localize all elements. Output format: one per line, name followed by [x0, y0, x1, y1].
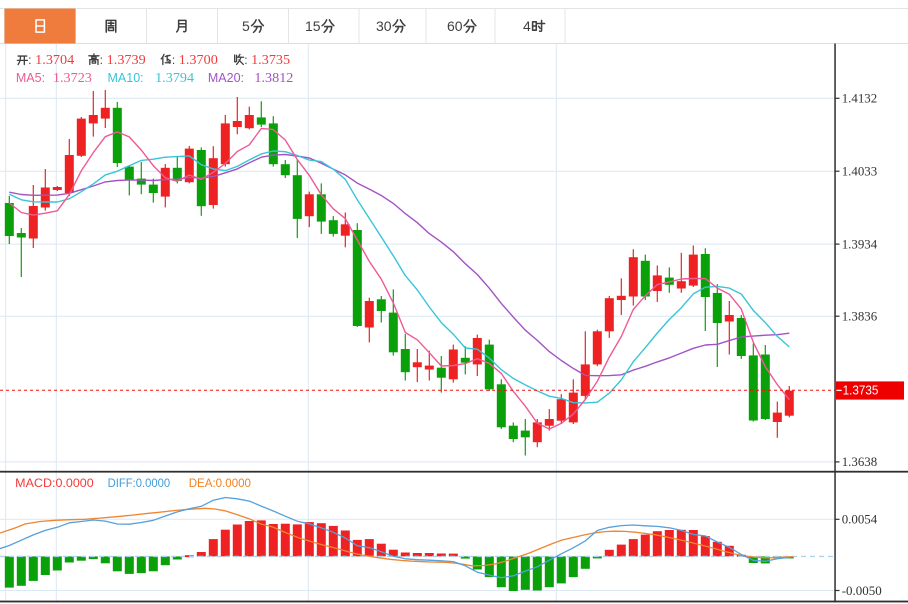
svg-text:0.0054: 0.0054 [842, 512, 878, 527]
svg-text:1.3700: 1.3700 [179, 52, 218, 67]
svg-text:30: 30 [376, 18, 392, 34]
svg-text:MA5:: MA5: [16, 71, 45, 85]
svg-text:1.3739: 1.3739 [107, 52, 146, 67]
svg-text:1.3723: 1.3723 [53, 70, 92, 85]
svg-text:15: 15 [305, 18, 321, 34]
svg-text:1.3735: 1.3735 [251, 52, 290, 67]
svg-text::: : [172, 53, 175, 67]
svg-text:1.3638: 1.3638 [842, 454, 878, 469]
svg-text:1.3735: 1.3735 [843, 383, 879, 397]
svg-text:1.3836: 1.3836 [842, 309, 878, 324]
svg-text:5: 5 [242, 18, 250, 34]
svg-text:DIFF:0.0000: DIFF:0.0000 [108, 476, 171, 490]
svg-text:4: 4 [523, 18, 531, 34]
svg-text:1.4132: 1.4132 [842, 91, 878, 106]
svg-text:1.3812: 1.3812 [254, 70, 293, 85]
svg-text:MACD:0.0000: MACD:0.0000 [15, 476, 94, 490]
svg-text::: : [100, 53, 103, 67]
svg-text:1.4033: 1.4033 [842, 164, 878, 179]
svg-text:1.3704: 1.3704 [35, 52, 74, 67]
svg-text:1.3794: 1.3794 [155, 70, 194, 85]
svg-text::: : [28, 53, 31, 67]
svg-text::: : [244, 53, 247, 67]
svg-text:60: 60 [447, 18, 463, 34]
svg-text:MA20:: MA20: [208, 71, 244, 85]
svg-text:1.3934: 1.3934 [842, 236, 878, 251]
svg-text:MA10:: MA10: [108, 71, 144, 85]
svg-text:DEA:0.0000: DEA:0.0000 [189, 476, 252, 490]
svg-text:-0.0050: -0.0050 [842, 583, 882, 598]
